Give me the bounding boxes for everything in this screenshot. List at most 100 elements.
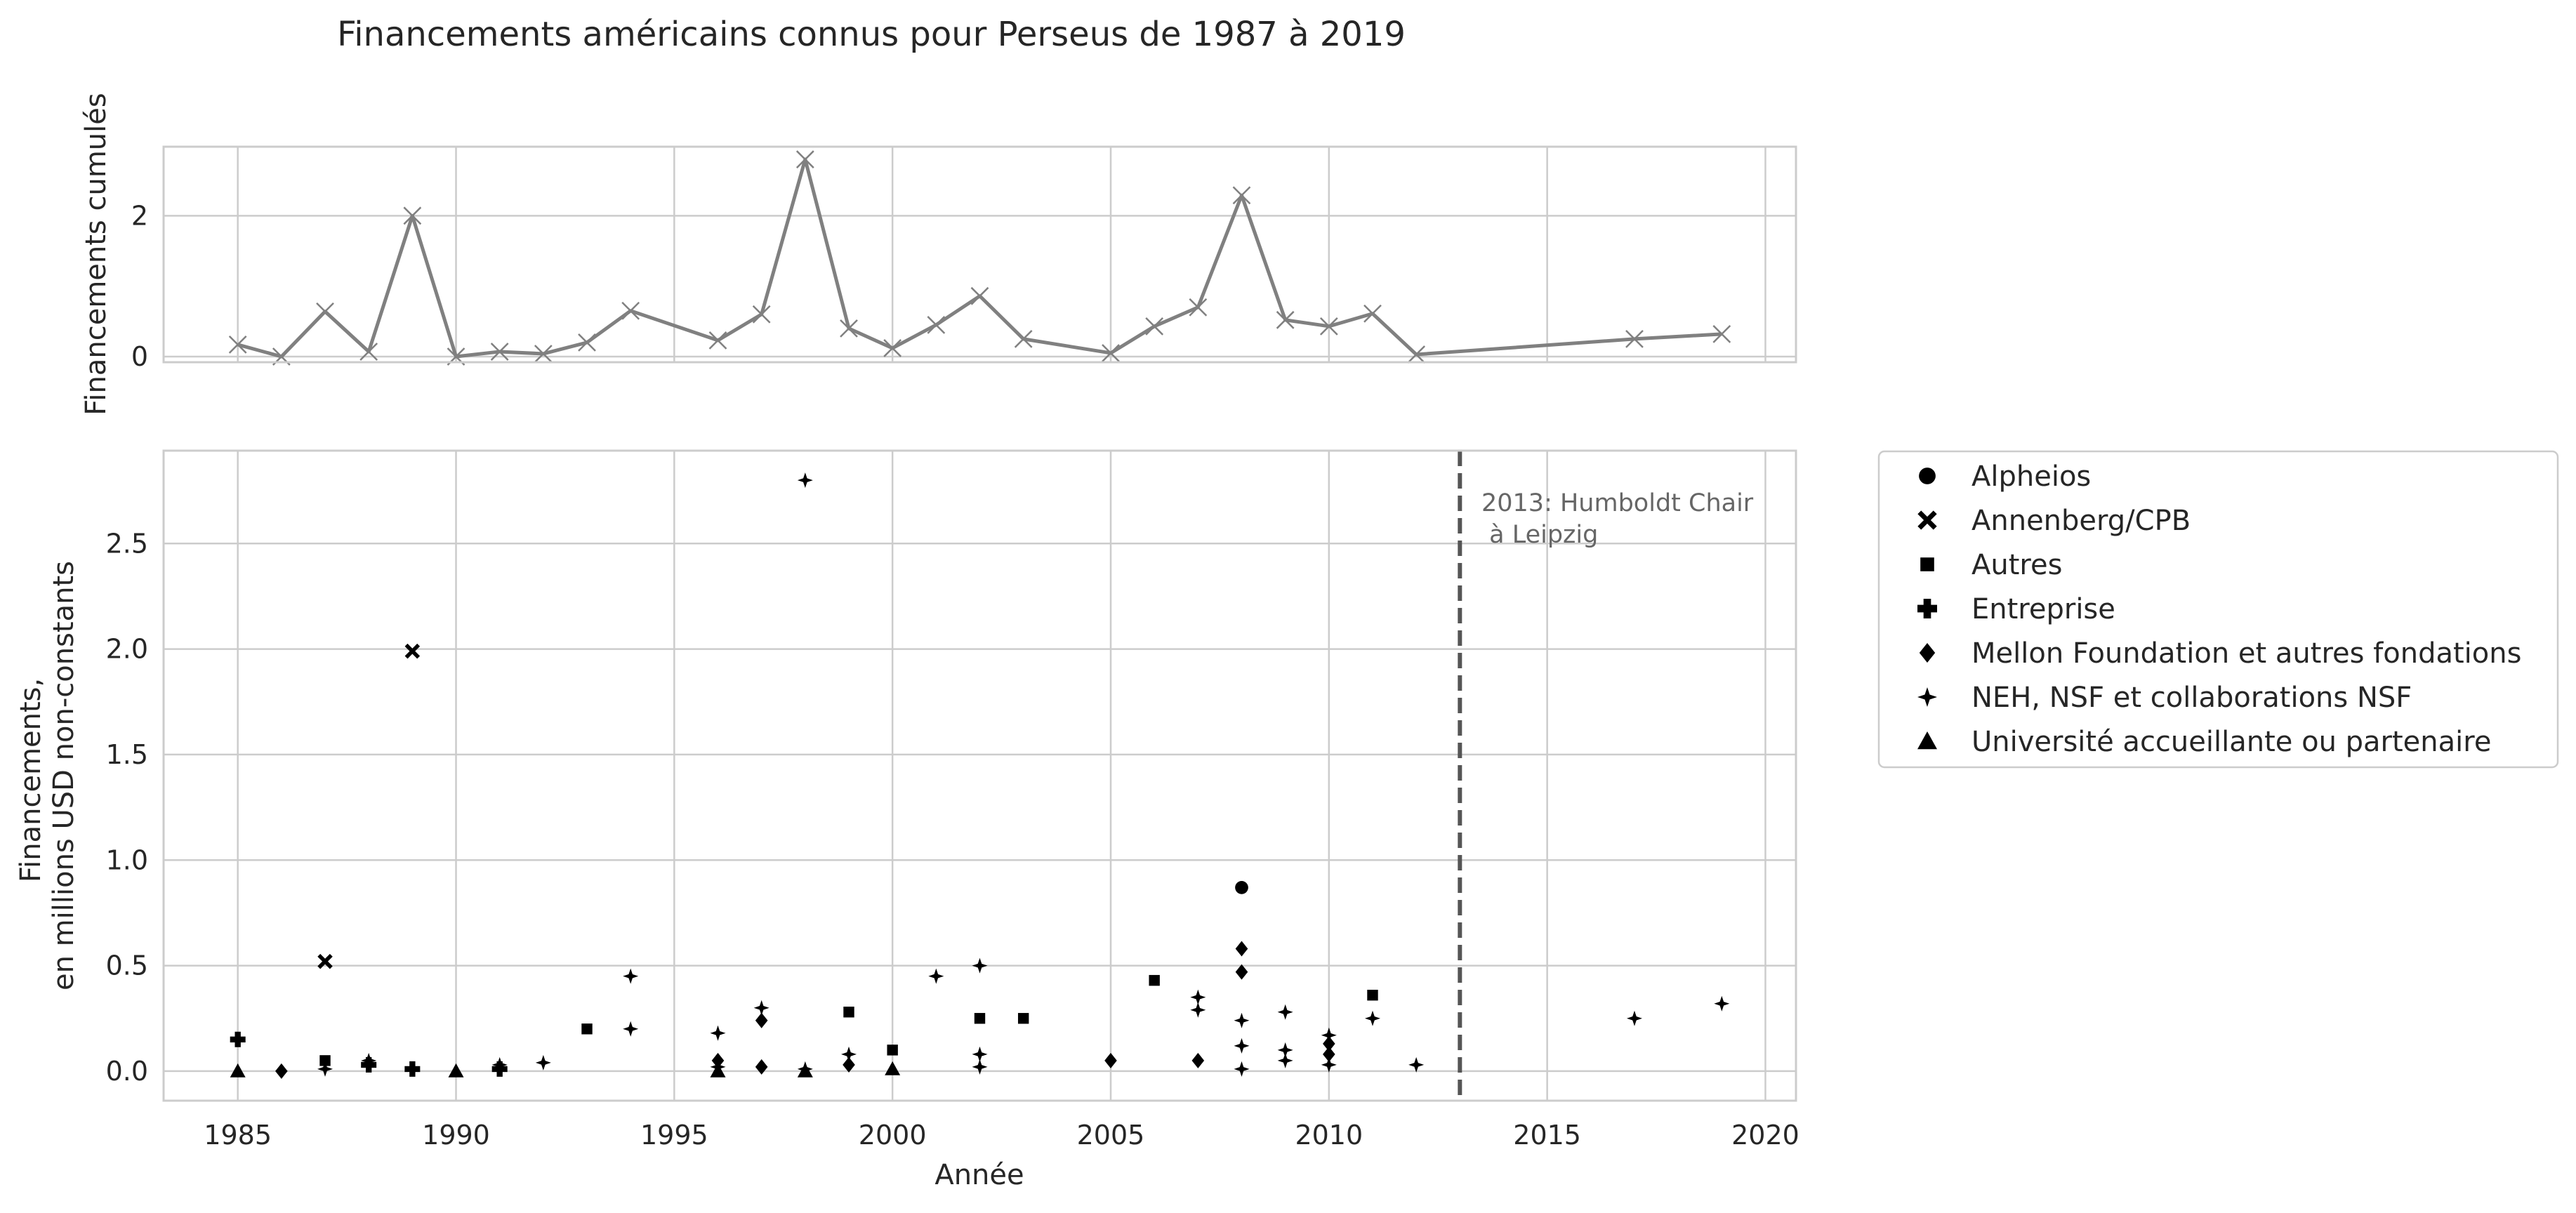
data-point (1408, 1056, 1425, 1073)
data-point (1626, 1010, 1642, 1026)
data-point (361, 1052, 377, 1068)
data-point (1017, 1013, 1029, 1024)
data-point (843, 1007, 854, 1018)
legend-label: NEH, NSF et collaborations NSF (1971, 682, 2412, 714)
data-point (1367, 989, 1378, 1001)
data-point (1277, 1004, 1293, 1020)
bottom-y-ticks: 0.0 0.5 1.0 1.5 2.0 2.5 (106, 528, 148, 1087)
top-series-point (316, 302, 334, 321)
top-series-point (1319, 317, 1338, 336)
x-tick-label: 1990 (422, 1120, 490, 1151)
top-y-ticks: 02 (131, 200, 148, 372)
data-point (974, 1013, 986, 1024)
data-point (755, 1012, 768, 1028)
data-point (1104, 1052, 1117, 1068)
data-point (317, 1061, 333, 1077)
data-point (535, 1054, 551, 1071)
legend-marker (1917, 731, 1937, 750)
legend-label: Entreprise (1971, 593, 2115, 625)
x-tick-label: 1985 (204, 1120, 272, 1151)
legend-entry: NEH, NSF et collaborations NSF (1917, 682, 2412, 714)
top-series-point (1102, 344, 1120, 362)
top-series-point (752, 305, 771, 324)
top-series (228, 150, 1731, 366)
legend-label: Mellon Foundation et autres fondations (1971, 637, 2521, 670)
data-point (1190, 1002, 1206, 1018)
bottom-y-tick-label: 0.5 (106, 950, 148, 981)
top-series-point (708, 331, 727, 350)
top-series-point (1363, 304, 1382, 323)
legend-entry: Autres (1920, 549, 2062, 581)
legend-entry: Annenberg/CPB (1917, 505, 2191, 537)
top-y-axis-label: Financements cumulés (80, 93, 112, 415)
top-series-point (1189, 298, 1208, 317)
data-point (1321, 1056, 1337, 1073)
data-point (1149, 974, 1160, 986)
x-tick-label: 2000 (859, 1120, 927, 1151)
legend-label: Annenberg/CPB (1971, 505, 2191, 537)
data-point (1235, 880, 1248, 894)
annotation-line-2: à Leipzig (1481, 521, 1598, 549)
legend-marker (1919, 643, 1936, 663)
x-tick-label: 2020 (1731, 1120, 1799, 1151)
series-circle (1235, 880, 1248, 894)
bottom-y-tick-label: 2.0 (106, 634, 148, 665)
top-plot-frame (162, 145, 1797, 364)
top-series-point (621, 301, 640, 320)
data-point (972, 957, 988, 974)
top-series-point (840, 319, 858, 338)
legend-label: Autres (1971, 549, 2062, 581)
data-point (885, 1061, 901, 1075)
data-point (887, 1045, 898, 1056)
data-point (1364, 1010, 1380, 1026)
top-series-point (970, 286, 989, 305)
top-series-point (490, 343, 509, 361)
data-point (1277, 1052, 1293, 1068)
data-point (581, 1023, 593, 1035)
data-point (448, 1063, 464, 1078)
bottom-y-axis-label: Financements, en millions USD non-consta… (15, 561, 80, 990)
top-series-point (359, 343, 378, 361)
data-point (230, 1031, 246, 1047)
legend: Alpheios Annenberg/CPB Autres Entreprise Mel… (1877, 450, 2559, 769)
data-point (841, 1046, 857, 1062)
legend-entry: Alpheios (1919, 460, 2091, 493)
top-series-point (927, 315, 946, 334)
data-point (1277, 1042, 1293, 1058)
annotation-line-1: 2013: Humboldt Chair (1481, 489, 1754, 517)
data-point (230, 1063, 246, 1078)
data-point (1714, 995, 1730, 1012)
legend-marker (1917, 599, 1937, 618)
x-tick-label: 2005 (1077, 1120, 1145, 1151)
series-x (317, 643, 421, 969)
top-series-line (237, 157, 1722, 359)
top-series-point (883, 339, 902, 357)
legend-marker (1920, 557, 1934, 571)
legend-marker (1917, 687, 1937, 707)
bottom-y-tick-label: 2.5 (106, 528, 148, 559)
legend-marker (1919, 468, 1936, 484)
bottom-x-axis-label: Année (934, 1159, 1024, 1191)
data-point (710, 1063, 726, 1078)
data-point (753, 1000, 770, 1016)
bottom-y-axis-label-line-2: en millions USD non-constants (48, 561, 80, 990)
data-point (1235, 941, 1248, 957)
series-star4 (317, 472, 1730, 1077)
data-point (623, 968, 639, 984)
data-point (972, 1059, 988, 1075)
top-series-point (1014, 330, 1033, 348)
legend-marker (1917, 510, 1937, 530)
top-series-point (795, 150, 814, 168)
data-point (1321, 1027, 1337, 1043)
data-point (797, 472, 813, 489)
data-point (1190, 989, 1206, 1005)
data-point (1234, 1038, 1250, 1054)
top-series-point (578, 333, 596, 352)
top-series-point (534, 345, 553, 363)
top-y-tick-label: 2 (131, 200, 148, 231)
series-square (319, 974, 1378, 1066)
legend-entry: Mellon Foundation et autres fondations (1919, 637, 2521, 670)
top-series-point (1625, 330, 1644, 348)
top-panel: 02 Financements cumulés (80, 93, 1797, 416)
data-point (491, 1056, 508, 1073)
